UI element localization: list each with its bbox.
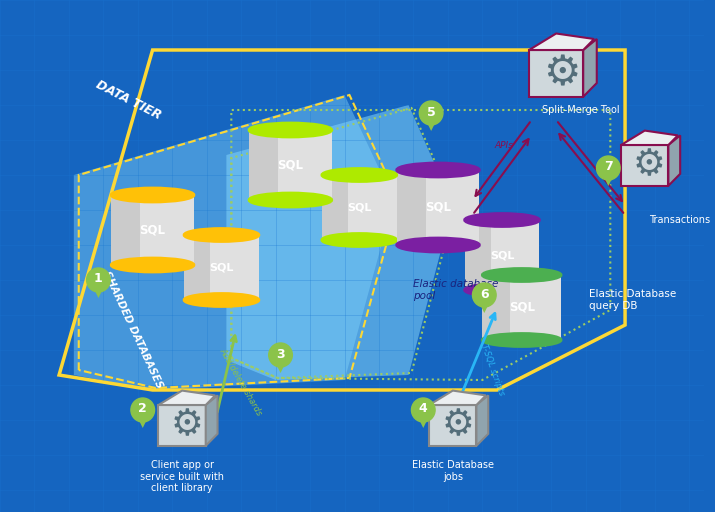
Text: Elastic Database
query DB: Elastic Database query DB [588, 289, 676, 311]
Polygon shape [74, 95, 394, 390]
Polygon shape [249, 130, 278, 200]
Polygon shape [275, 361, 287, 373]
Polygon shape [583, 39, 597, 97]
Text: SQL: SQL [508, 301, 535, 314]
Ellipse shape [184, 228, 259, 242]
Ellipse shape [184, 293, 259, 307]
Polygon shape [159, 405, 206, 446]
Ellipse shape [397, 163, 479, 177]
Polygon shape [483, 275, 561, 340]
Polygon shape [322, 175, 397, 240]
Text: 6: 6 [480, 288, 488, 301]
Ellipse shape [112, 258, 194, 272]
Polygon shape [418, 416, 429, 428]
Polygon shape [227, 105, 453, 380]
Ellipse shape [322, 168, 397, 181]
Polygon shape [206, 395, 217, 446]
Text: DATA TIER: DATA TIER [93, 78, 163, 122]
Text: Split-Merge Tool: Split-Merge Tool [542, 105, 620, 115]
Text: SHARDED DATABASES: SHARDED DATABASES [102, 270, 164, 390]
Text: SQL: SQL [209, 263, 234, 272]
Text: 2: 2 [139, 402, 147, 416]
Circle shape [269, 343, 292, 367]
Polygon shape [465, 220, 490, 290]
Polygon shape [483, 275, 510, 340]
Ellipse shape [483, 268, 561, 282]
Text: Client app or
service built with
client library: Client app or service built with client … [140, 460, 224, 493]
Text: ⚙: ⚙ [441, 407, 474, 444]
Circle shape [419, 101, 443, 125]
Ellipse shape [465, 284, 539, 296]
Polygon shape [112, 195, 140, 265]
Polygon shape [397, 170, 479, 245]
Polygon shape [397, 170, 425, 245]
Text: Add/delete shards: Add/delete shards [218, 347, 264, 417]
Polygon shape [92, 286, 104, 298]
Text: 7: 7 [604, 160, 613, 174]
Text: 1: 1 [94, 272, 103, 286]
Text: SQL: SQL [277, 159, 303, 172]
Text: Elastic database
pool: Elastic database pool [413, 279, 499, 301]
Text: SQL: SQL [347, 203, 372, 212]
Polygon shape [137, 416, 149, 428]
Text: 5: 5 [427, 105, 435, 118]
Polygon shape [621, 145, 669, 186]
Polygon shape [425, 119, 437, 131]
Text: SQL: SQL [425, 201, 451, 214]
Polygon shape [465, 220, 539, 290]
Text: APIs: APIs [495, 140, 513, 150]
Text: SQL: SQL [490, 250, 514, 260]
Polygon shape [249, 130, 332, 200]
Polygon shape [529, 50, 583, 97]
Circle shape [411, 398, 435, 422]
Text: SQL: SQL [139, 224, 166, 237]
Circle shape [596, 156, 620, 180]
Polygon shape [529, 33, 594, 50]
Text: 3: 3 [276, 348, 285, 360]
Circle shape [131, 398, 154, 422]
Ellipse shape [465, 214, 539, 226]
Polygon shape [322, 175, 348, 240]
Polygon shape [603, 174, 614, 186]
Text: ⚙: ⚙ [170, 407, 203, 444]
Polygon shape [184, 235, 210, 300]
Ellipse shape [322, 233, 397, 246]
Ellipse shape [483, 333, 561, 347]
Circle shape [473, 283, 496, 307]
Text: Elastic Database
jobs: Elastic Database jobs [412, 460, 494, 482]
Polygon shape [184, 235, 259, 300]
Text: ⚙: ⚙ [633, 146, 666, 184]
Polygon shape [621, 131, 678, 145]
Polygon shape [478, 301, 490, 313]
Text: Transactions: Transactions [649, 215, 710, 225]
Polygon shape [476, 395, 488, 446]
Text: ⚙: ⚙ [543, 52, 581, 94]
Polygon shape [159, 391, 215, 405]
Circle shape [87, 268, 110, 292]
Polygon shape [112, 195, 194, 265]
Polygon shape [429, 405, 476, 446]
Ellipse shape [112, 188, 194, 202]
Ellipse shape [397, 238, 479, 252]
Polygon shape [669, 135, 680, 186]
Ellipse shape [249, 123, 332, 137]
Polygon shape [429, 391, 486, 405]
Ellipse shape [249, 193, 332, 207]
Text: T-SQL scripts: T-SQL scripts [479, 343, 506, 397]
Text: 4: 4 [419, 402, 428, 416]
